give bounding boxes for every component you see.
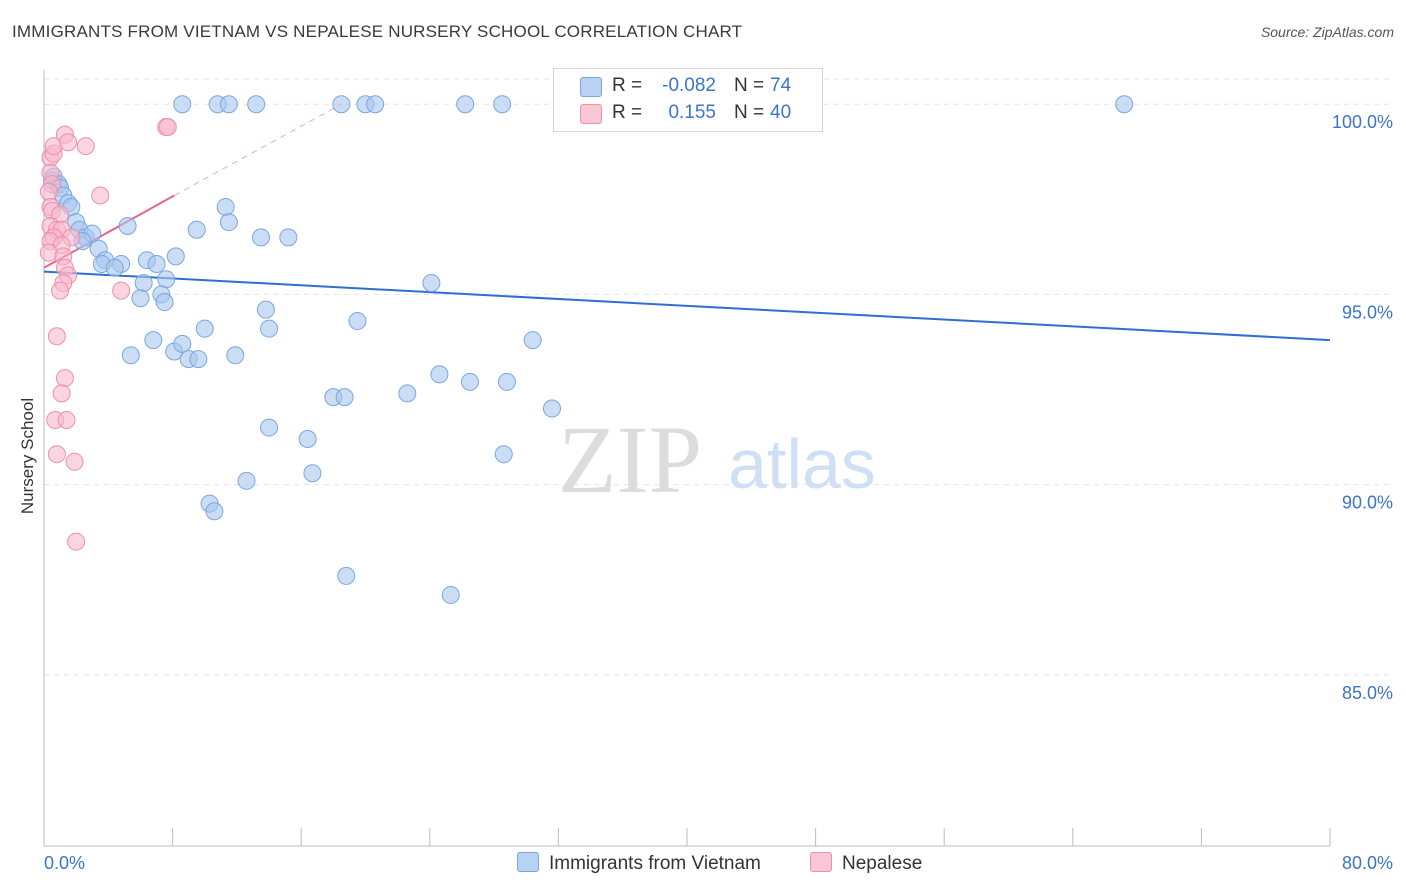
y-tick-label: 90.0% <box>1342 493 1393 513</box>
vietnam-point <box>166 247 185 266</box>
vietnam-point <box>147 255 166 273</box>
vietnam-point <box>256 300 275 319</box>
vietnam-point <box>134 274 153 293</box>
nepalese-point <box>67 532 86 551</box>
y-tick-label: 95.0% <box>1342 302 1393 322</box>
gridlines <box>44 78 1392 676</box>
vietnam-point <box>494 445 513 464</box>
nepalese-point <box>57 410 76 429</box>
axis-labels: 85.0% 90.0% 95.0% 100.0% 0.0% 80.0% Nursery Sc… <box>18 112 1393 873</box>
vietnam-point <box>497 372 516 391</box>
vietnam-point <box>121 346 140 365</box>
nepalese-point <box>52 384 71 403</box>
vietnam-point <box>493 95 512 114</box>
watermark-atlas: atlas <box>728 425 876 503</box>
axes <box>43 70 1331 847</box>
legend-r-label: R = <box>612 75 643 96</box>
vietnam-point <box>1115 95 1134 114</box>
legend-r-value: -0.082 <box>662 75 716 96</box>
y-tick-label: 85.0% <box>1342 683 1393 703</box>
vietnam-point <box>335 388 354 407</box>
watermark-zip: ZIP <box>558 406 702 513</box>
nepalese-point <box>51 281 70 300</box>
vietnam-trend-line <box>43 270 1331 342</box>
vietnam-point <box>441 585 460 604</box>
legend-row-vietnam: R = -0.082 N = 74 <box>554 74 822 100</box>
nepalese-point <box>39 182 58 201</box>
vietnam-point <box>237 471 256 490</box>
data-points <box>39 95 1134 604</box>
vietnam-point <box>173 334 192 353</box>
blue-swatch-icon <box>517 852 539 872</box>
vietnam-point <box>205 502 224 521</box>
nepalese-point <box>158 118 177 137</box>
legend-r-value: 0.155 <box>668 102 716 123</box>
legend-n-label: N = <box>734 75 765 96</box>
vietnam-point <box>303 464 322 483</box>
vietnam-point <box>523 331 542 350</box>
vietnam-point <box>252 228 271 247</box>
nepalese-point <box>65 452 84 471</box>
legend-item-nepalese[interactable]: Nepalese <box>810 852 922 875</box>
vietnam-point <box>226 346 245 365</box>
vietnam-point <box>260 418 279 437</box>
vietnam-point <box>422 274 441 293</box>
y-axis-label: Nursery School <box>18 398 37 514</box>
legend-series-label: Nepalese <box>842 853 923 874</box>
nepalese-point <box>112 281 131 300</box>
vietnam-point <box>460 372 479 391</box>
vietnam-point <box>247 95 266 114</box>
nepalese-point <box>59 133 78 152</box>
vietnam-point <box>219 213 238 232</box>
blue-swatch-icon <box>580 77 602 97</box>
vietnam-point <box>216 197 235 216</box>
vietnam-point <box>219 95 238 114</box>
vietnam-point <box>173 95 192 114</box>
pink-swatch-icon <box>810 852 832 872</box>
legend-series-label: Immigrants from Vietnam <box>549 853 761 874</box>
x-tick-label: 80.0% <box>1342 853 1393 873</box>
legend-n-value: 74 <box>770 75 792 96</box>
legend-n-value: 40 <box>770 102 792 123</box>
vietnam-point <box>366 95 385 114</box>
nepalese-point <box>47 445 66 464</box>
vietnam-point <box>456 95 475 114</box>
chart-title: IMMIGRANTS FROM VIETNAM VS NEPALESE NURS… <box>12 22 743 41</box>
legend-n-label: N = <box>734 102 765 123</box>
vietnam-point <box>542 399 561 418</box>
vietnam-point <box>118 216 137 235</box>
vietnam-point <box>430 365 449 384</box>
nepalese-trend-extension <box>173 103 342 196</box>
vietnam-point <box>337 566 356 585</box>
vietnam-point <box>131 289 150 308</box>
legend-item-vietnam[interactable]: Immigrants from Vietnam <box>517 852 761 875</box>
y-tick-label: 100.0% <box>1332 112 1393 132</box>
pink-swatch-icon <box>580 104 602 124</box>
nepalese-point <box>76 137 95 156</box>
x-tick-label: 0.0% <box>44 853 85 873</box>
vietnam-point <box>279 228 298 247</box>
vietnam-point <box>348 312 367 331</box>
vietnam-point <box>189 350 208 369</box>
nepalese-point <box>55 369 74 388</box>
vietnam-point <box>155 293 174 312</box>
vietnam-point <box>298 429 317 448</box>
source-label: Source: ZipAtlas.com <box>1260 24 1394 40</box>
legend-r-label: R = <box>612 102 643 123</box>
nepalese-point <box>47 327 66 346</box>
vietnam-point <box>260 319 279 338</box>
vietnam-point <box>144 331 163 350</box>
stats-legend: R = -0.082 N = 74 R = 0.155 N = 40 <box>553 68 823 132</box>
vietnam-point <box>195 319 214 338</box>
vietnam-point <box>105 258 124 277</box>
vietnam-point <box>187 220 206 239</box>
legend-row-nepalese: R = 0.155 N = 40 <box>554 101 822 127</box>
vietnam-point <box>398 384 417 403</box>
vietnam-point <box>157 270 176 289</box>
nepalese-point <box>91 186 110 205</box>
vietnam-point <box>332 95 351 114</box>
